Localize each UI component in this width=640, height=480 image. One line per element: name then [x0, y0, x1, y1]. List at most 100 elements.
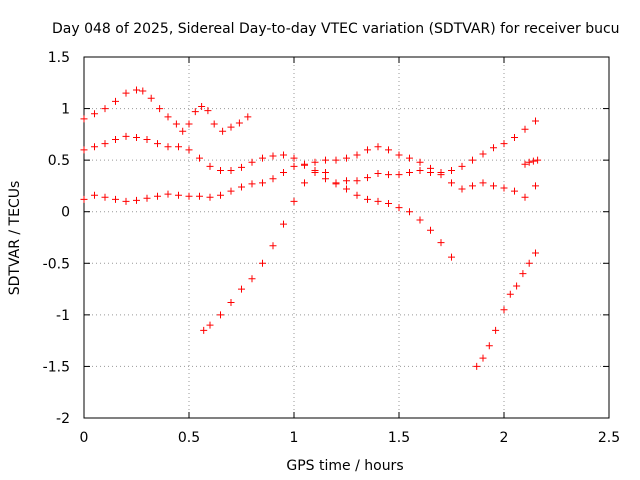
data-point	[437, 239, 445, 247]
data-point	[143, 136, 151, 144]
data-point	[479, 179, 487, 187]
data-point	[91, 191, 98, 199]
data-point	[259, 154, 266, 162]
data-point	[353, 151, 361, 159]
data-point	[406, 154, 413, 162]
data-point	[227, 123, 235, 131]
data-point	[235, 119, 243, 127]
data-point	[343, 154, 350, 162]
data-point	[343, 177, 350, 185]
data-point	[101, 193, 109, 201]
data-point	[353, 191, 361, 199]
data-point	[80, 146, 88, 154]
y-tick-label: -2	[56, 411, 70, 427]
data-point	[529, 157, 537, 165]
y-tick-label: 0.5	[48, 153, 70, 169]
data-point	[511, 187, 518, 195]
data-point	[172, 120, 180, 128]
data-point	[122, 89, 130, 97]
data-point	[301, 160, 308, 168]
data-point	[133, 86, 140, 94]
data-point	[473, 362, 481, 370]
data-point	[175, 143, 182, 151]
data-point	[122, 197, 130, 205]
data-point	[395, 151, 403, 159]
data-point	[395, 171, 403, 179]
data-points	[80, 86, 542, 370]
data-point	[217, 311, 224, 319]
data-point	[416, 216, 424, 224]
data-point	[154, 192, 161, 200]
data-point	[364, 174, 371, 182]
data-point	[147, 94, 155, 102]
data-point	[196, 192, 203, 200]
data-point	[469, 182, 476, 190]
data-point	[500, 140, 508, 148]
data-point	[353, 177, 361, 185]
data-point	[238, 163, 245, 171]
data-point	[395, 204, 403, 212]
data-point	[322, 169, 329, 177]
data-point	[490, 144, 497, 152]
data-point	[280, 220, 287, 228]
data-point	[164, 113, 172, 121]
data-point	[112, 195, 119, 203]
data-point	[80, 195, 88, 203]
data-point	[385, 171, 392, 179]
x-tick-label: 1	[290, 430, 299, 446]
data-point	[191, 108, 199, 116]
data-point	[290, 154, 298, 162]
data-point	[416, 158, 424, 166]
data-point	[185, 120, 193, 128]
data-point	[164, 143, 172, 151]
data-point	[479, 354, 487, 362]
data-point	[154, 140, 161, 148]
data-point	[525, 259, 533, 267]
x-axis-label: GPS time / hours	[286, 458, 403, 474]
y-tick-label: 1.5	[48, 50, 70, 66]
data-point	[259, 179, 266, 187]
data-point	[269, 175, 277, 183]
axis-ticks	[83, 56, 610, 419]
data-point	[416, 166, 424, 174]
data-point	[238, 183, 245, 191]
data-point	[525, 158, 533, 166]
data-point	[259, 259, 266, 267]
data-point	[175, 191, 182, 199]
data-point	[133, 196, 140, 204]
data-point	[385, 146, 392, 154]
data-point	[217, 191, 224, 199]
x-tick-label: 0.5	[178, 430, 200, 446]
data-point	[101, 105, 109, 113]
data-point	[227, 187, 235, 195]
data-point	[485, 342, 493, 350]
data-point	[332, 156, 340, 164]
data-point	[156, 105, 164, 113]
data-point	[427, 226, 434, 234]
data-point	[311, 158, 319, 166]
plot-frame	[83, 56, 610, 419]
series-track-c	[80, 143, 539, 205]
data-point	[406, 169, 413, 177]
data-point	[322, 156, 329, 164]
data-point	[238, 285, 245, 293]
data-point	[133, 133, 140, 141]
data-point	[519, 270, 527, 278]
y-tick-label: -1.5	[43, 359, 70, 375]
data-point	[248, 158, 256, 166]
data-point	[448, 166, 455, 174]
data-point	[219, 127, 227, 135]
series-track-d	[200, 117, 539, 334]
data-point	[248, 275, 256, 283]
data-point	[500, 306, 508, 314]
data-point	[490, 182, 497, 190]
data-point	[374, 197, 382, 205]
data-point	[210, 120, 218, 128]
data-point	[532, 117, 539, 125]
data-point	[511, 133, 518, 141]
data-point	[200, 326, 208, 334]
data-point	[513, 282, 521, 290]
data-point	[521, 125, 529, 133]
data-point	[269, 152, 277, 160]
